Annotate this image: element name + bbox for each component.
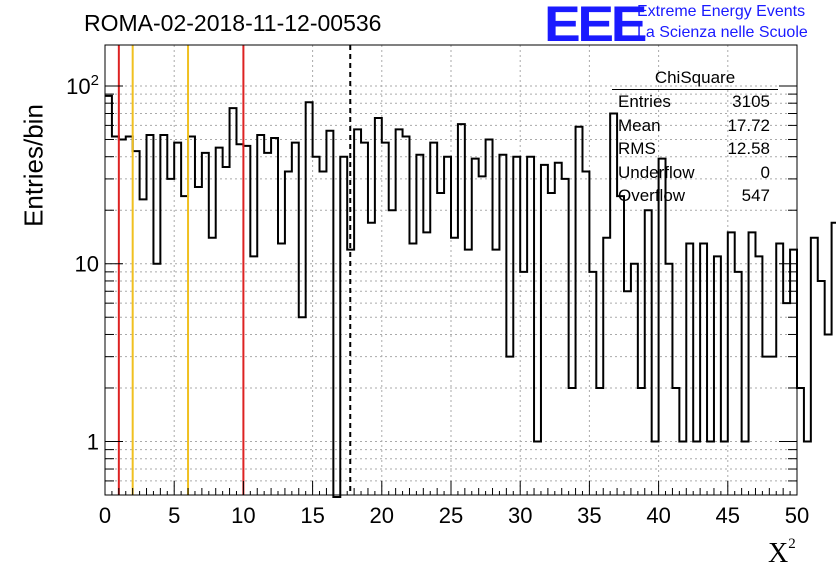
stats-value: 0: [760, 162, 770, 182]
x-tick-label: 15: [300, 503, 324, 528]
x-tick-label: 45: [716, 503, 740, 528]
eee-logo: EEE: [544, 0, 647, 52]
x-tick-label: 35: [577, 503, 601, 528]
x-axis-label-superscript: 2: [788, 535, 796, 552]
stats-label: Mean: [618, 115, 661, 135]
y-tick-label: 10: [75, 252, 99, 277]
x-tick-label: 50: [785, 503, 809, 528]
stats-row-mean: Mean 17.72: [612, 116, 778, 140]
stats-box: ChiSquare Entries 3105 Mean 17.72 RMS 12…: [612, 68, 778, 210]
x-tick-label: 40: [646, 503, 670, 528]
stats-value: 17.72: [727, 115, 770, 135]
stats-label: Underflow: [618, 162, 695, 182]
x-tick-label: 10: [231, 503, 255, 528]
stats-label: Entries: [618, 92, 671, 111]
x-tick-label: 0: [99, 503, 111, 528]
x-tick-label: 25: [439, 503, 463, 528]
stats-label: Overflow: [618, 186, 686, 205]
x-tick-label: 30: [508, 503, 532, 528]
x-axis-label: X2: [768, 535, 796, 570]
y-tick-label: 102: [66, 72, 99, 99]
marker-lines: [117, 45, 352, 495]
x-axis-label-base: X: [768, 538, 789, 569]
logo-line-2: La Scienza nelle Scuole: [637, 24, 808, 41]
logo-line-1: Extreme Energy Events: [637, 3, 806, 20]
y-tick-label-base: 10: [66, 74, 90, 99]
stats-row-rms: RMS 12.58: [612, 139, 778, 163]
y-axis-label: Entries/bin: [18, 104, 49, 227]
stats-title: ChiSquare: [612, 68, 778, 90]
stats-row-entries: Entries 3105: [612, 92, 778, 116]
stats-value: 547: [741, 186, 770, 205]
stats-value: 12.58: [727, 139, 770, 158]
y-axis-label-wrap: Entries/bin: [4, 104, 49, 230]
x-tick-label: 20: [370, 503, 394, 528]
stats-label: RMS: [618, 139, 656, 158]
y-tick-label-exponent: 2: [91, 72, 99, 89]
stats-value: 3105: [732, 92, 770, 111]
chart-title: ROMA-02-2018-11-12-00536: [84, 10, 382, 36]
stats-row-underflow: Underflow 0: [612, 163, 778, 187]
x-tick-label: 5: [168, 503, 180, 528]
y-tick-label: 1: [87, 429, 99, 454]
stats-row-overflow: Overflow 547: [612, 186, 778, 210]
